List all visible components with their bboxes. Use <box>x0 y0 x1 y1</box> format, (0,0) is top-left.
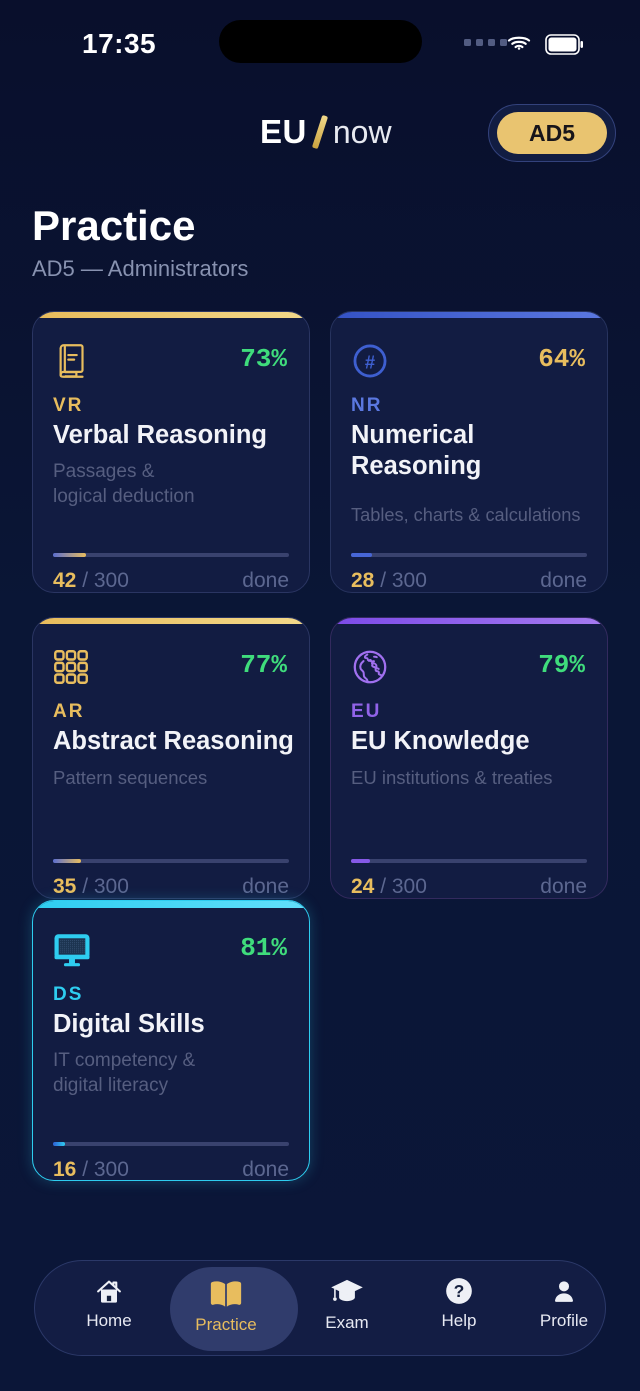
svg-text:#: # <box>365 352 375 373</box>
svg-text:?: ? <box>454 1281 465 1301</box>
